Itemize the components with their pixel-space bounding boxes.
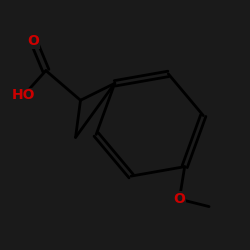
Text: O: O <box>28 34 40 48</box>
Text: HO: HO <box>12 88 36 102</box>
Text: O: O <box>174 192 185 206</box>
